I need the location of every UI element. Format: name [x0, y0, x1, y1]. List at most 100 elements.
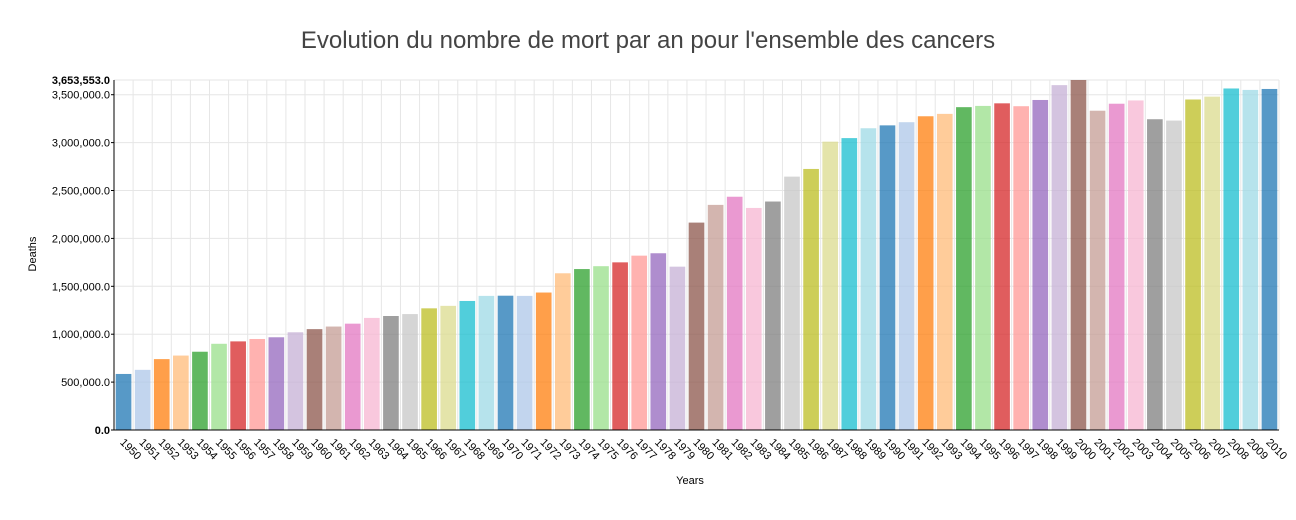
x-tick-label: 1999 [1053, 437, 1079, 463]
x-axis-label: Years [676, 475, 704, 487]
y-tick-label: 3,500,000.0 [52, 90, 110, 102]
bar-1974 [574, 269, 590, 430]
bar-1994 [956, 107, 972, 430]
x-tick-label: 2004 [1149, 437, 1175, 463]
bar-1997 [1013, 106, 1030, 430]
x-tick-label: 1987 [824, 437, 850, 463]
bar-1985 [784, 176, 800, 430]
x-tick-label: 1970 [499, 437, 525, 463]
bars [115, 80, 1278, 431]
x-tick-label: 2005 [1168, 437, 1194, 463]
bar-1996 [994, 103, 1010, 430]
x-tick-label: 1962 [347, 437, 373, 463]
bar-1991 [898, 122, 915, 430]
x-tick-label: 1980 [690, 437, 716, 463]
x-tick-label: 1950 [117, 437, 143, 463]
x-tick-label: 1986 [805, 437, 831, 463]
grid [113, 79, 1280, 431]
bar-1965 [402, 314, 418, 430]
x-tick-label: 1967 [442, 437, 468, 463]
x-tick-label: 1995 [977, 437, 1003, 463]
x-tick-label: 1988 [843, 437, 869, 463]
x-tick-label: 1979 [671, 437, 697, 463]
bar-2006 [1185, 99, 1201, 430]
y-tick-label: 2,000,000.0 [52, 233, 110, 245]
x-tick-label: 1977 [633, 437, 659, 463]
x-tick-label: 1972 [538, 437, 564, 463]
bar-2009 [1242, 89, 1259, 431]
bar-1950 [115, 373, 132, 430]
x-tick-label: 1963 [366, 437, 392, 463]
y-tick-label: 1,500,000.0 [52, 281, 110, 293]
x-tick-label: 1968 [461, 437, 487, 463]
x-tick-label: 1981 [709, 437, 735, 463]
x-tick-label: 1958 [270, 437, 296, 463]
bar-1995 [975, 105, 991, 430]
x-tick-label: 1998 [1034, 437, 1060, 463]
bar-1988 [841, 138, 858, 430]
bar-1982 [726, 196, 743, 430]
x-tick-label: 1951 [137, 437, 163, 463]
bar-1983 [745, 207, 762, 430]
bar-1979 [669, 266, 686, 430]
bar-1993 [936, 113, 953, 430]
x-tick-label: 1982 [729, 437, 755, 463]
y-tick-label: 0.0 [95, 425, 110, 437]
x-tick-label: 1971 [518, 437, 544, 463]
x-tick-label: 2001 [1091, 437, 1117, 463]
x-tick-label: 1952 [156, 437, 182, 463]
bar-1952 [153, 359, 170, 430]
bar-1989 [860, 128, 877, 430]
x-tick-label: 1997 [1015, 437, 1041, 463]
bar-1984 [765, 201, 781, 430]
x-tick-label: 1991 [900, 437, 926, 463]
x-tick-label: 1957 [251, 437, 277, 463]
axes [113, 80, 1279, 431]
x-tick-label: 2009 [1244, 437, 1270, 463]
x-tick-label: 1978 [652, 437, 678, 463]
bar-1964 [383, 316, 399, 430]
bar-1963 [363, 317, 380, 430]
y-axis-label: Deaths [27, 236, 39, 271]
x-axis-ticks: 1950195119521953195419551956195719581959… [117, 437, 1289, 463]
x-tick-label: 2000 [1072, 437, 1098, 463]
bar-1977 [631, 255, 648, 430]
x-tick-label: 1976 [614, 437, 640, 463]
x-tick-label: 1984 [767, 437, 793, 463]
bar-2001 [1089, 110, 1106, 430]
x-tick-label: 1994 [958, 437, 984, 463]
chart-title: Evolution du nombre de mort par an pour … [301, 27, 995, 54]
x-tick-label: 2007 [1206, 437, 1232, 463]
x-tick-label: 1974 [576, 437, 602, 463]
x-tick-label: 1992 [920, 437, 946, 463]
bar-1967 [440, 305, 457, 430]
bar-1990 [879, 125, 896, 430]
bar-1972 [535, 292, 552, 430]
x-tick-label: 2006 [1187, 437, 1213, 463]
x-tick-label: 2003 [1130, 437, 1156, 463]
x-tick-label: 1959 [289, 437, 315, 463]
bar-1981 [707, 204, 724, 430]
y-tick-label: 500,000.0 [61, 377, 110, 389]
bar-1970 [497, 295, 514, 430]
x-tick-label: 1953 [175, 437, 201, 463]
bar-2007 [1204, 96, 1220, 430]
bar-2005 [1166, 120, 1182, 431]
x-tick-label: 1993 [939, 437, 965, 463]
x-tick-label: 1954 [194, 437, 220, 463]
x-tick-label: 1956 [232, 437, 258, 463]
bar-1958 [268, 337, 285, 430]
x-tick-label: 1960 [308, 437, 334, 463]
bar-2003 [1127, 100, 1144, 431]
x-tick-label: 1961 [328, 437, 354, 463]
bar-1953 [173, 355, 189, 430]
bar-2000 [1070, 80, 1087, 430]
bar-1962 [344, 323, 361, 430]
y-tick-label: 3,000,000.0 [52, 138, 110, 150]
x-tick-label: 1985 [786, 437, 812, 463]
bar-1956 [230, 341, 246, 430]
bar-2002 [1108, 103, 1125, 430]
bar-1975 [593, 266, 609, 430]
x-tick-label: 1975 [595, 437, 621, 463]
